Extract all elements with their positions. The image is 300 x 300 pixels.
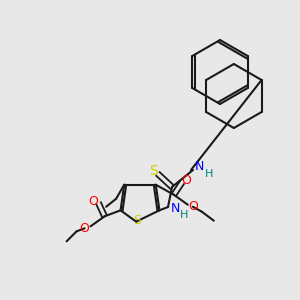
Text: N: N [194, 160, 204, 173]
Text: S: S [148, 164, 158, 178]
Text: H: H [205, 169, 213, 179]
Text: O: O [80, 222, 89, 235]
Text: S: S [133, 214, 141, 227]
Text: O: O [181, 174, 191, 187]
Text: O: O [88, 195, 98, 208]
Text: H: H [180, 210, 188, 220]
Text: N: N [170, 202, 180, 215]
Text: O: O [188, 200, 198, 213]
